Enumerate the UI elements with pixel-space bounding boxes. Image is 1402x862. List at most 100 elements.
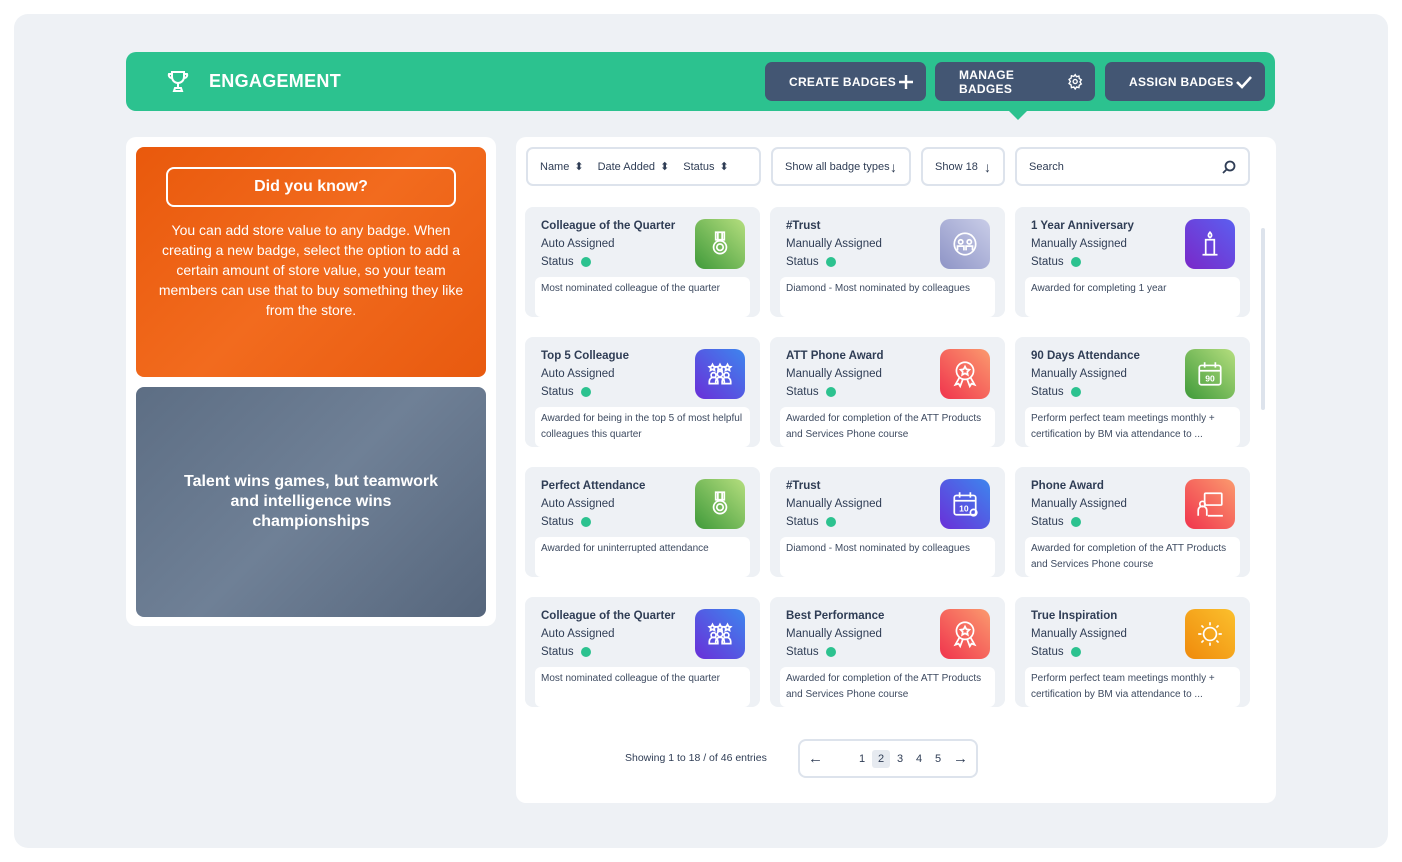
badge-card[interactable]: 90 Days Attendance Manually Assigned Sta… xyxy=(1015,337,1250,447)
status-label: Status xyxy=(541,646,574,658)
badge-name: #Trust xyxy=(786,220,821,232)
badge-card[interactable]: True Inspiration Manually Assigned Statu… xyxy=(1015,597,1250,707)
show-count-dropdown[interactable]: Show 18 ↓ xyxy=(921,147,1005,186)
status-dot xyxy=(1070,517,1081,527)
badge-name: Colleague of the Quarter xyxy=(541,610,676,622)
status-dot xyxy=(1070,647,1081,657)
search-input[interactable]: Search xyxy=(1015,147,1250,186)
badge-card[interactable]: Phone Award Manually Assigned Status Awa… xyxy=(1015,467,1250,577)
medal-icon xyxy=(695,479,745,529)
badge-card[interactable]: #Trust Manually Assigned Status Diamond … xyxy=(770,207,1005,317)
badge-card[interactable]: #Trust Manually Assigned Status 10 Diamo… xyxy=(770,467,1005,577)
badge-card[interactable]: 1 Year Anniversary Manually Assigned Sta… xyxy=(1015,207,1250,317)
badge-status: Status xyxy=(786,646,836,658)
badge-name: 90 Days Attendance xyxy=(1031,350,1140,362)
award-ribbon-icon xyxy=(940,609,990,659)
sort-date-added[interactable]: Date Added ⬍ xyxy=(597,160,670,174)
check-icon xyxy=(1236,75,1252,89)
header-bar: ENGAGEMENT CREATE BADGES MANAGE BADGES A… xyxy=(126,52,1275,120)
badge-status: Status xyxy=(1031,516,1081,528)
status-dot xyxy=(580,517,591,527)
status-dot xyxy=(1070,387,1081,397)
status-dot xyxy=(580,387,591,397)
search-icon[interactable] xyxy=(1222,160,1236,174)
sort-status[interactable]: Status ⬍ xyxy=(683,160,728,174)
sort-controls: Name ⬍ Date Added ⬍ Status ⬍ xyxy=(526,147,761,186)
sort-icon: ⬍ xyxy=(660,161,670,173)
medal-icon xyxy=(695,219,745,269)
active-indicator xyxy=(1008,110,1028,120)
sort-label: Name xyxy=(540,160,570,173)
status-label: Status xyxy=(541,516,574,528)
badge-description: Perform perfect team meetings monthly + … xyxy=(1025,407,1240,447)
status-dot xyxy=(825,647,836,657)
status-dot xyxy=(1070,257,1081,267)
badge-card[interactable]: Top 5 Colleague Auto Assigned Status Awa… xyxy=(525,337,760,447)
quote-text: Talent wins games, but teamwork and inte… xyxy=(184,473,438,530)
calendar-90-icon: 90 xyxy=(1185,349,1235,399)
sort-icon: ⬍ xyxy=(574,161,584,173)
status-dot xyxy=(825,387,836,397)
badge-assignment: Manually Assigned xyxy=(1031,238,1127,250)
badge-card[interactable]: Best Performance Manually Assigned Statu… xyxy=(770,597,1005,707)
badge-status: Status xyxy=(786,256,836,268)
sort-name[interactable]: Name ⬍ xyxy=(540,160,584,174)
did-you-know-text: You can add store value to any badge. Wh… xyxy=(158,222,464,318)
page-2-button[interactable]: 2 xyxy=(872,749,890,768)
presentation-icon xyxy=(1185,479,1235,529)
dropdown-value: Show all badge types xyxy=(785,160,890,173)
badge-type-dropdown[interactable]: Show all badge types ↓ xyxy=(771,147,911,186)
badge-description: Diamond - Most nominated by colleagues xyxy=(780,277,995,317)
scrollbar[interactable] xyxy=(1261,228,1265,410)
badge-card[interactable]: Perfect Attendance Auto Assigned Status … xyxy=(525,467,760,577)
badge-status: Status xyxy=(786,516,836,528)
badge-status: Status xyxy=(541,646,591,658)
status-dot xyxy=(580,647,591,657)
sort-label: Date Added xyxy=(597,160,656,173)
prev-page-button[interactable]: ← xyxy=(808,750,823,767)
quote-card: Talent wins games, but teamwork and inte… xyxy=(136,387,486,617)
create-badges-button[interactable]: CREATE BADGES xyxy=(765,62,926,101)
status-dot xyxy=(825,257,836,267)
badge-description: Most nominated colleague of the quarter xyxy=(535,277,750,317)
arrow-down-icon: ↓ xyxy=(890,158,897,175)
page-3-button[interactable]: 3 xyxy=(896,752,904,765)
badge-description: Diamond - Most nominated by colleagues xyxy=(780,537,995,577)
badge-name: Top 5 Colleague xyxy=(541,350,629,362)
team-stars-icon xyxy=(695,349,745,399)
status-label: Status xyxy=(1031,256,1064,268)
next-page-button[interactable]: → xyxy=(953,750,968,767)
status-label: Status xyxy=(1031,386,1064,398)
badge-name: True Inspiration xyxy=(1031,610,1118,622)
entries-summary: Showing 1 to 18 / of 46 entries xyxy=(625,752,767,764)
badge-description: Most nominated colleague of the quarter xyxy=(535,667,750,707)
assign-badges-button[interactable]: ASSIGN BADGES xyxy=(1105,62,1265,101)
status-label: Status xyxy=(541,256,574,268)
page-5-button[interactable]: 5 xyxy=(934,752,942,765)
team-stars-icon xyxy=(695,609,745,659)
badge-name: #Trust xyxy=(786,480,821,492)
badge-status: Status xyxy=(1031,386,1081,398)
badge-name: Colleague of the Quarter xyxy=(541,220,676,232)
button-label: MANAGE BADGES xyxy=(959,67,1015,96)
badge-card[interactable]: Colleague of the Quarter Auto Assigned S… xyxy=(525,597,760,707)
manage-badges-button[interactable]: MANAGE BADGES xyxy=(935,62,1095,101)
status-label: Status xyxy=(1031,516,1064,528)
badge-status: Status xyxy=(1031,256,1081,268)
status-label: Status xyxy=(1031,646,1064,658)
badge-card[interactable]: ATT Phone Award Manually Assigned Status… xyxy=(770,337,1005,447)
badge-assignment: Manually Assigned xyxy=(786,368,882,380)
info-panel: Did you know? You can add store value to… xyxy=(126,137,496,626)
badge-assignment: Auto Assigned xyxy=(541,368,615,380)
badge-name: ATT Phone Award xyxy=(786,350,884,362)
status-dot xyxy=(580,257,591,267)
page-4-button[interactable]: 4 xyxy=(915,752,923,765)
badge-description: Awarded for completing 1 year xyxy=(1025,277,1240,317)
did-you-know-heading: Did you know? xyxy=(166,167,456,207)
badge-assignment: Manually Assigned xyxy=(1031,498,1127,510)
badge-card[interactable]: Colleague of the Quarter Auto Assigned S… xyxy=(525,207,760,317)
calendar-10-icon: 10 xyxy=(940,479,990,529)
page-1-button[interactable]: 1 xyxy=(858,752,866,765)
dropdown-value: Show 18 xyxy=(935,160,978,173)
